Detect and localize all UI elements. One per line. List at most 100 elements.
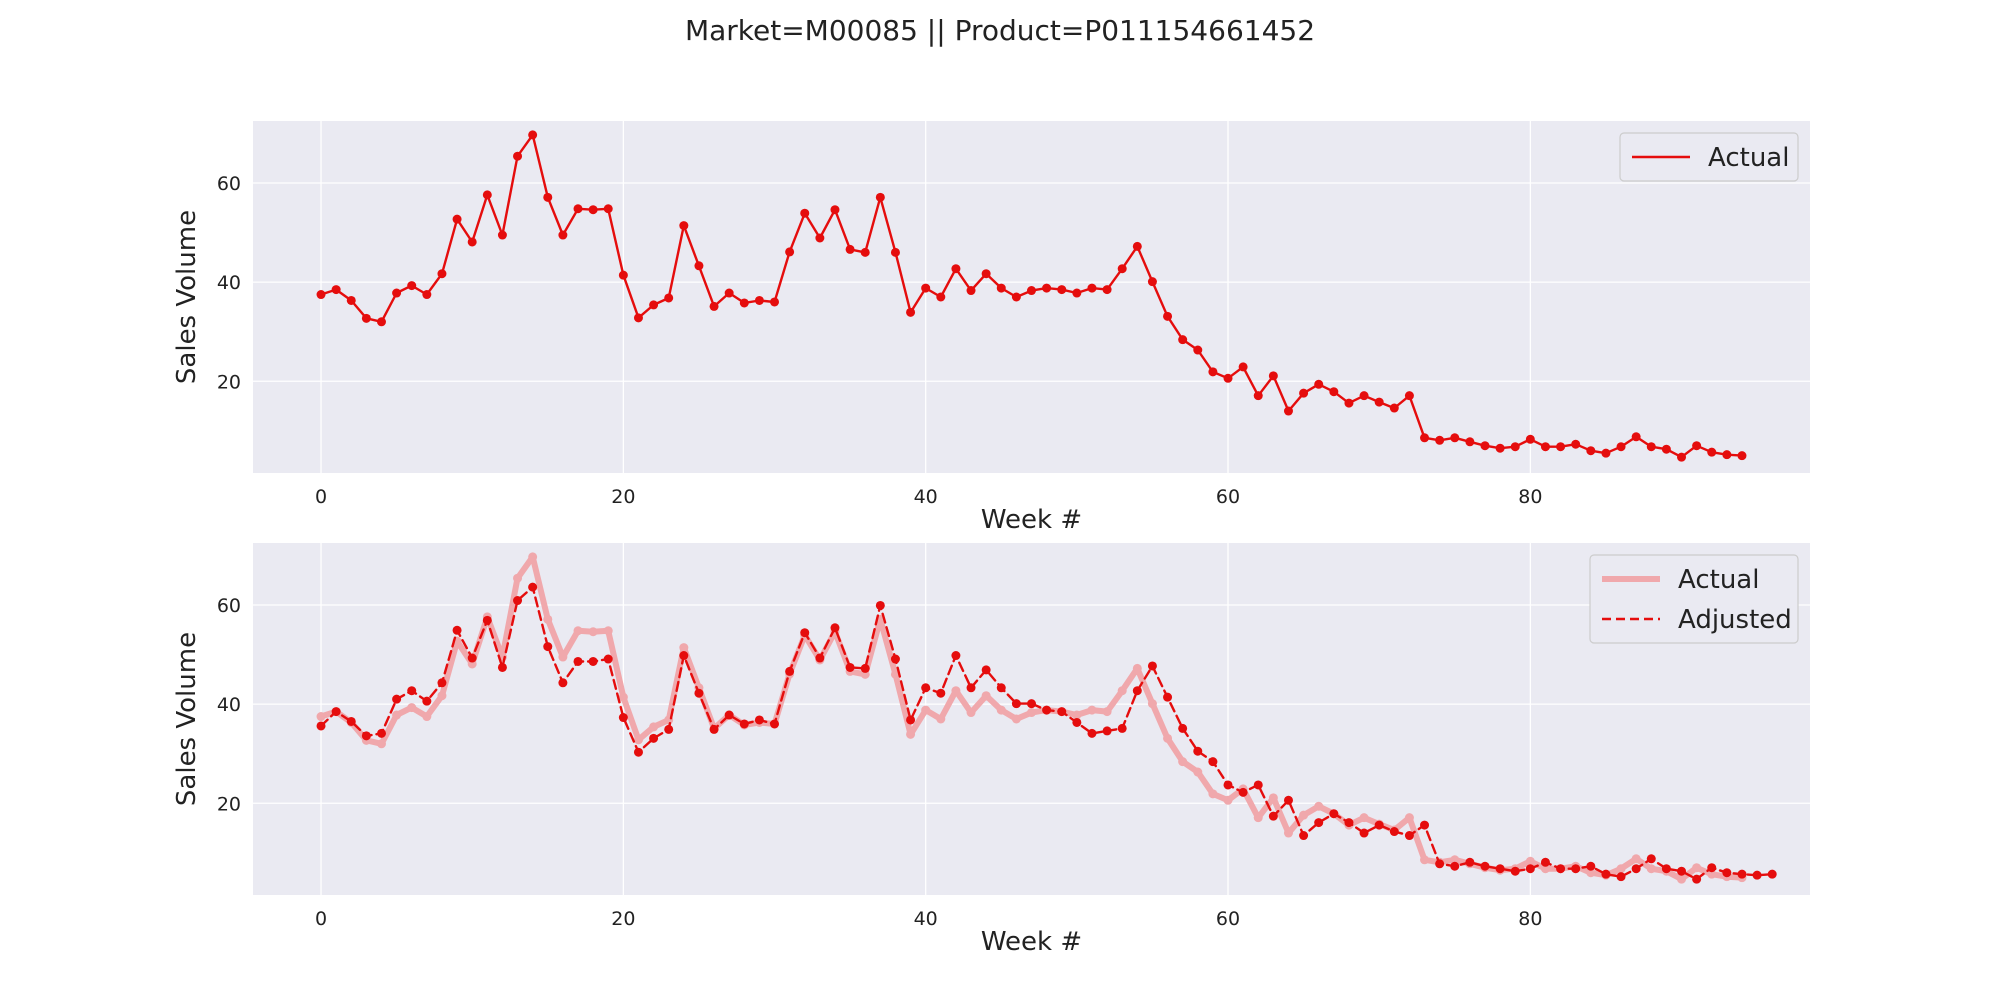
data-point-adjusted <box>845 662 855 672</box>
data-point-actual <box>1253 813 1263 823</box>
data-point-adjusted <box>966 683 976 693</box>
x-tick-label: 40 <box>914 908 938 930</box>
data-point-adjusted <box>573 656 583 666</box>
data-point-adjusted <box>452 625 462 635</box>
data-point-actual <box>845 244 855 254</box>
data-point-adjusted <box>1767 869 1777 879</box>
y-tick-label: 60 <box>217 595 241 617</box>
data-point-actual <box>1465 437 1475 447</box>
data-point-actual <box>875 192 885 202</box>
data-point-adjusted <box>830 623 840 633</box>
y-tick-label: 40 <box>217 272 241 294</box>
data-point-actual <box>1359 813 1369 823</box>
data-point-actual <box>1102 707 1112 717</box>
data-point-actual <box>1586 446 1596 456</box>
data-point-actual <box>422 712 432 722</box>
data-point-adjusted <box>875 600 885 610</box>
data-point-adjusted <box>1132 686 1142 696</box>
legend: Actual <box>1619 132 1799 182</box>
data-point-actual <box>497 230 507 240</box>
data-point-actual <box>1102 285 1112 295</box>
data-point-actual <box>1707 447 1717 457</box>
y-tick-label: 20 <box>217 793 241 815</box>
data-point-actual <box>785 247 795 257</box>
data-point-actual <box>1692 863 1702 873</box>
data-point-adjusted <box>1601 869 1611 879</box>
data-point-actual <box>1677 874 1687 884</box>
data-point-actual <box>1510 442 1520 452</box>
data-point-actual <box>1147 277 1157 287</box>
data-point-actual <box>407 281 417 291</box>
data-point-actual <box>331 285 341 295</box>
data-point-adjusted <box>1722 868 1732 878</box>
data-point-actual <box>1072 710 1082 720</box>
data-point-adjusted <box>1011 699 1021 709</box>
data-point-actual <box>392 710 402 720</box>
x-axis-label: Week # <box>981 927 1082 957</box>
data-point-actual <box>921 283 931 293</box>
data-point-actual <box>392 288 402 298</box>
data-point-actual <box>1329 387 1339 397</box>
data-point-adjusted <box>770 719 780 729</box>
data-point-adjusted <box>951 651 961 661</box>
data-point-adjusted <box>1540 857 1550 867</box>
data-point-actual <box>558 230 568 240</box>
data-point-actual <box>921 705 931 715</box>
data-point-actual <box>1132 663 1142 673</box>
data-point-adjusted <box>482 615 492 625</box>
data-point-actual <box>528 552 538 562</box>
data-point-actual <box>1737 451 1747 461</box>
data-point-adjusted <box>709 724 719 734</box>
data-point-actual <box>679 221 689 231</box>
data-point-actual <box>1556 442 1566 452</box>
data-point-actual <box>1525 856 1535 866</box>
data-point-actual <box>452 214 462 224</box>
data-point-adjusted <box>1465 857 1475 867</box>
data-point-actual <box>1692 441 1702 451</box>
data-point-adjusted <box>1571 864 1581 874</box>
data-point-actual <box>573 626 583 636</box>
data-point-actual <box>482 190 492 200</box>
data-point-adjusted <box>724 710 734 720</box>
data-point-actual <box>1631 854 1641 864</box>
data-point-actual <box>951 264 961 274</box>
data-point-adjusted <box>497 662 507 672</box>
data-point-adjusted <box>1737 869 1747 879</box>
data-point-adjusted <box>1147 661 1157 671</box>
data-point-actual <box>1208 367 1218 377</box>
data-point-actual <box>1601 448 1611 458</box>
data-point-adjusted <box>1329 809 1339 819</box>
y-axis-label: Sales Volume <box>172 632 202 806</box>
data-point-actual <box>966 708 976 718</box>
data-point-adjusted <box>754 715 764 725</box>
data-point-actual <box>1027 708 1036 718</box>
data-point-adjusted <box>633 747 643 757</box>
data-point-actual <box>1011 292 1021 302</box>
data-point-adjusted <box>1435 859 1445 869</box>
data-point-actual <box>936 292 946 302</box>
data-point-adjusted <box>1193 746 1203 756</box>
x-tick-label: 60 <box>1216 486 1240 508</box>
x-tick-label: 0 <box>315 908 327 930</box>
data-point-actual <box>906 729 916 739</box>
data-point-actual <box>1374 397 1384 407</box>
data-point-adjusted <box>860 663 870 673</box>
data-point-actual <box>1586 868 1596 878</box>
data-point-actual <box>543 614 553 624</box>
data-point-adjusted <box>1268 811 1278 821</box>
data-point-adjusted <box>1283 795 1293 805</box>
data-point-adjusted <box>906 715 916 725</box>
data-point-adjusted <box>981 665 991 675</box>
x-tick-label: 0 <box>315 486 327 508</box>
data-point-actual <box>1314 379 1324 389</box>
data-point-actual <box>1616 864 1626 874</box>
data-point-actual <box>1087 283 1097 293</box>
data-point-actual <box>1072 288 1082 298</box>
data-point-actual <box>800 208 810 218</box>
data-point-adjusted <box>1556 864 1566 874</box>
data-point-actual <box>513 573 523 583</box>
data-point-adjusted <box>739 719 749 729</box>
y-tick-label: 20 <box>217 371 241 393</box>
data-point-actual <box>1042 283 1052 293</box>
